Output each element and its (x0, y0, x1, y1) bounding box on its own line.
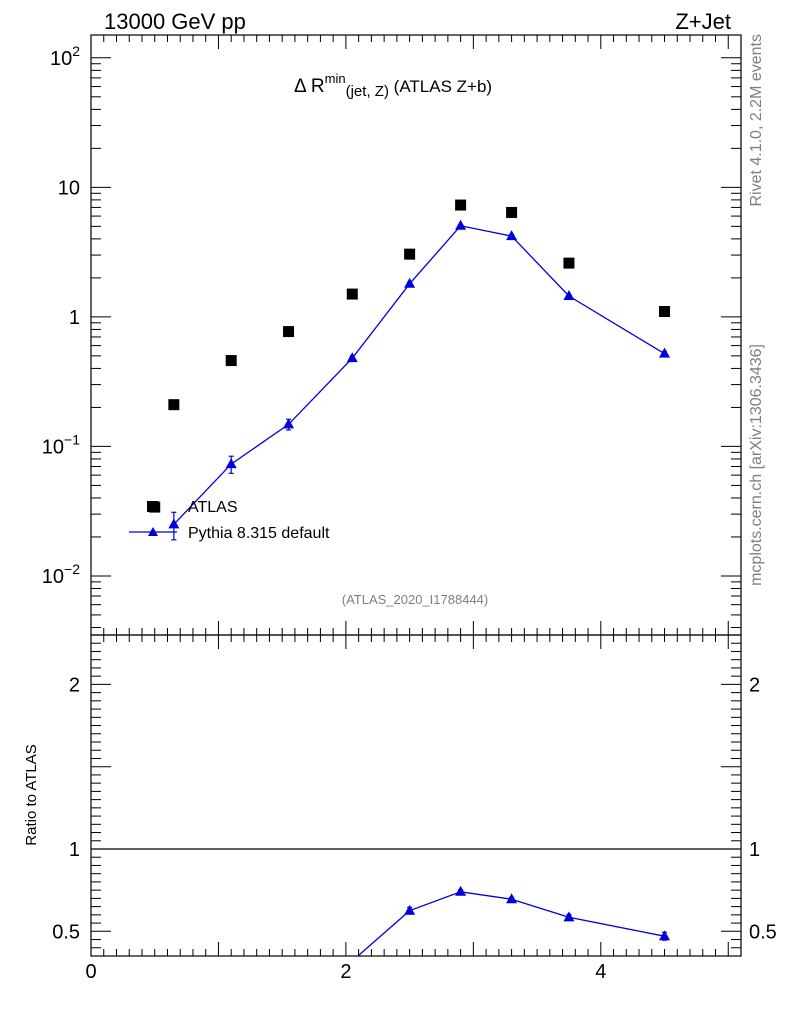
ratio-point (506, 893, 518, 904)
y-tick-label: 102 (50, 43, 80, 70)
y-tick-label: 10 (58, 177, 80, 199)
ratio-y-tick-label-left: 2 (69, 674, 80, 696)
main-frame (90, 34, 742, 636)
x-tick-label: 0 (85, 961, 96, 983)
ratio-point (455, 885, 467, 896)
pythia-point (346, 352, 358, 363)
ratio-point (404, 904, 416, 915)
main-axis-ticks (90, 35, 741, 635)
main-y-tick-labels: 102 10 1 10−1 10−2 (42, 43, 80, 588)
title-prefix: Δ R (294, 76, 325, 97)
ratio-y-tick-label-right: 0.5 (749, 921, 777, 943)
title-subscript: (jet, Z) (346, 83, 389, 100)
pythia-point (455, 219, 467, 230)
atlas-point (283, 326, 295, 338)
analysis-tag: (ATLAS_2020_I1788444) (342, 592, 488, 607)
pythia-point (404, 277, 416, 288)
legend-pythia-marker (148, 527, 158, 536)
rivet-version-label: Rivet 4.1.0, 2.2M events (748, 34, 765, 207)
pythia-point (225, 458, 237, 469)
plot-title: Δ Rmin(jet, Z) (ATLAS Z+b) (294, 71, 492, 100)
pythia-line (173, 225, 665, 525)
atlas-point (404, 248, 416, 260)
ratio-point (563, 911, 575, 922)
ratio-panel: 2 2 1 1 0.5 0.5 0 2 4 Ratio to ATLAS (23, 634, 777, 983)
ratio-y-tick-label-right: 1 (749, 839, 760, 861)
legend[interactable]: ATLAS Pythia 8.315 default (129, 499, 330, 542)
atlas-point (455, 199, 467, 211)
atlas-point (506, 206, 518, 218)
ratio-y-tick-labels: 2 2 1 1 0.5 0.5 (52, 674, 777, 943)
main-panel: 102 10 1 10−1 10−2 Δ Rmin(jet, Z) (ATLAS Z+b… (42, 34, 742, 636)
header-right: Z+Jet (675, 9, 731, 34)
pythia-point (283, 418, 295, 429)
pythia-point (659, 347, 671, 358)
x-tick-label: 2 (340, 961, 351, 983)
ratio-y-tick-label-left: 1 (69, 839, 80, 861)
y-tick-label: 10−2 (42, 561, 80, 588)
header-left: 13000 GeV pp (104, 9, 246, 34)
x-tick-labels: 0 2 4 (85, 961, 606, 983)
ratio-ylabel: Ratio to ATLAS (23, 744, 40, 845)
ratio-axis-ticks (90, 634, 741, 957)
ratio-y-tick-label-left: 0.5 (52, 921, 80, 943)
legend-atlas-label: ATLAS (188, 499, 238, 516)
atlas-point (659, 306, 671, 318)
ratio-point (659, 930, 671, 941)
title-suffix: (ATLAS Z+b) (389, 77, 492, 96)
y-tick-label: 1 (69, 307, 80, 329)
pythia-point (563, 289, 575, 300)
atlas-point (225, 355, 237, 367)
title-superscript: min (325, 71, 346, 86)
atlas-point (563, 257, 575, 269)
y-tick-label: 10−1 (42, 431, 80, 458)
ratio-line (356, 891, 665, 956)
pythia-point (506, 230, 518, 241)
ratio-frame (90, 634, 742, 957)
mcplots-credit-label: mcplots.cern.ch [arXiv:1306.3436] (748, 344, 765, 586)
ratio-y-tick-label-right: 2 (749, 674, 760, 696)
legend-atlas-marker (147, 501, 158, 512)
atlas-point (168, 399, 180, 411)
main-series-layer (149, 199, 671, 541)
legend-pythia-label: Pythia 8.315 default (188, 525, 330, 542)
x-tick-label: 4 (595, 961, 606, 983)
ratio-series-layer (356, 885, 671, 956)
pythia-point (168, 518, 180, 529)
atlas-point (346, 288, 358, 300)
